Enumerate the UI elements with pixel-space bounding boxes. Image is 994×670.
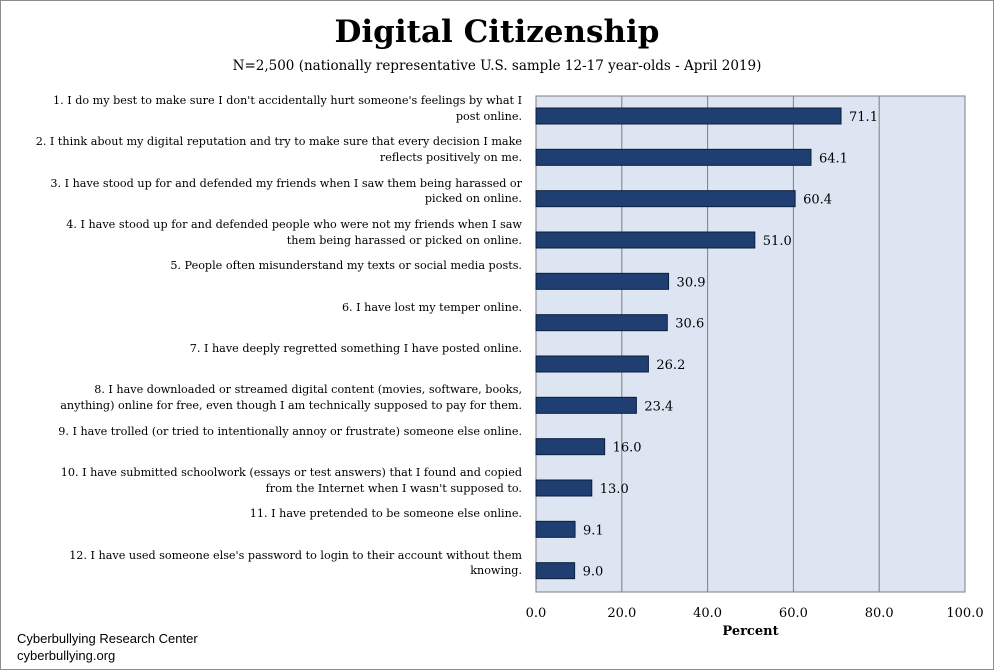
- category-label-line: post online.: [455, 109, 522, 123]
- bar: [535, 231, 756, 249]
- bar: [535, 562, 576, 580]
- category-label: 9. I have trolled (or tried to intention…: [20, 424, 522, 440]
- chart-title: Digital Citizenship: [334, 14, 660, 50]
- data-label: 23.4: [644, 399, 673, 414]
- bar: [535, 148, 812, 166]
- data-label: 51.0: [763, 234, 792, 249]
- x-axis-title: Percent: [722, 624, 779, 639]
- category-label: 2. I think about my digital reputation a…: [20, 134, 522, 165]
- footer-url: cyberbullying.org: [17, 648, 116, 663]
- chart-subtitle: N=2,500 (nationally representative U.S. …: [232, 58, 762, 74]
- category-label: 10. I have submitted schoolwork (essays …: [20, 465, 522, 496]
- footer-organization: Cyberbullying Research Center: [17, 631, 198, 646]
- category-label: 12. I have used someone else's password …: [20, 548, 522, 579]
- category-label: 1. I do my best to make sure I don't acc…: [20, 93, 522, 124]
- category-label: 4. I have stood up for and defended peop…: [20, 217, 522, 248]
- data-label: 30.6: [675, 317, 704, 332]
- category-label-line: 2. I think about my digital reputation a…: [35, 135, 522, 149]
- data-label: 30.9: [677, 275, 706, 290]
- data-label: 64.1: [819, 151, 848, 166]
- bar: [535, 438, 606, 456]
- data-label: 13.0: [600, 482, 629, 497]
- bar: [535, 396, 637, 414]
- bar: [535, 107, 842, 125]
- category-label-line: them being harassed or picked on online.: [286, 233, 522, 247]
- category-label-line: 5. People often misunderstand my texts o…: [170, 259, 522, 273]
- x-tick-label: 100.0: [946, 606, 983, 621]
- category-label-line: 7. I have deeply regretted something I h…: [189, 342, 522, 355]
- plot-area: [536, 96, 965, 592]
- category-label: 3. I have stood up for and defended my f…: [20, 176, 522, 207]
- category-label-line: 8. I have downloaded or streamed digital…: [94, 383, 522, 397]
- category-label-line: 1. I do my best to make sure I don't acc…: [53, 94, 522, 107]
- category-label-line: 6. I have lost my temper online.: [341, 300, 522, 314]
- data-label: 60.4: [803, 193, 832, 208]
- category-label-line: anything) online for free, even though I…: [60, 398, 522, 412]
- bar: [535, 479, 593, 497]
- x-tick-label: 60.0: [779, 606, 808, 621]
- category-label-line: picked on online.: [424, 192, 522, 206]
- category-label: 7. I have deeply regretted something I h…: [20, 341, 522, 357]
- bar: [535, 314, 668, 332]
- category-label-line: 9. I have trolled (or tried to intention…: [58, 424, 522, 438]
- plot-border: [535, 95, 966, 593]
- bar: [535, 190, 796, 208]
- category-label: 8. I have downloaded or streamed digital…: [20, 382, 522, 413]
- data-label: 9.1: [583, 523, 604, 538]
- x-tick-label: 40.0: [693, 606, 722, 621]
- category-label-line: from the Internet when I wasn't supposed…: [265, 481, 522, 495]
- data-label: 26.2: [656, 358, 685, 373]
- category-label-line: knowing.: [470, 564, 522, 578]
- category-label-line: 10. I have submitted schoolwork (essays …: [60, 466, 522, 479]
- category-label: 6. I have lost my temper online.: [20, 300, 522, 316]
- data-label: 9.0: [583, 565, 604, 580]
- category-label-line: reflects positively on me.: [379, 150, 522, 164]
- data-label: 16.0: [613, 441, 642, 456]
- x-tick-label: 20.0: [607, 606, 636, 621]
- bar: [535, 355, 649, 373]
- x-tick-label: 0.0: [526, 606, 547, 621]
- bar: [535, 272, 670, 290]
- category-label: 11. I have pretended to be someone else …: [20, 506, 522, 522]
- category-label-line: 4. I have stood up for and defended peop…: [66, 218, 522, 231]
- category-label-line: 11. I have pretended to be someone else …: [249, 507, 522, 521]
- bar: [535, 520, 576, 538]
- category-label-line: 12. I have used someone else's password …: [69, 548, 522, 562]
- category-label: 5. People often misunderstand my texts o…: [20, 258, 522, 274]
- x-tick-label: 80.0: [865, 606, 894, 621]
- category-label-line: 3. I have stood up for and defended my f…: [50, 176, 522, 190]
- data-label: 71.1: [849, 110, 878, 125]
